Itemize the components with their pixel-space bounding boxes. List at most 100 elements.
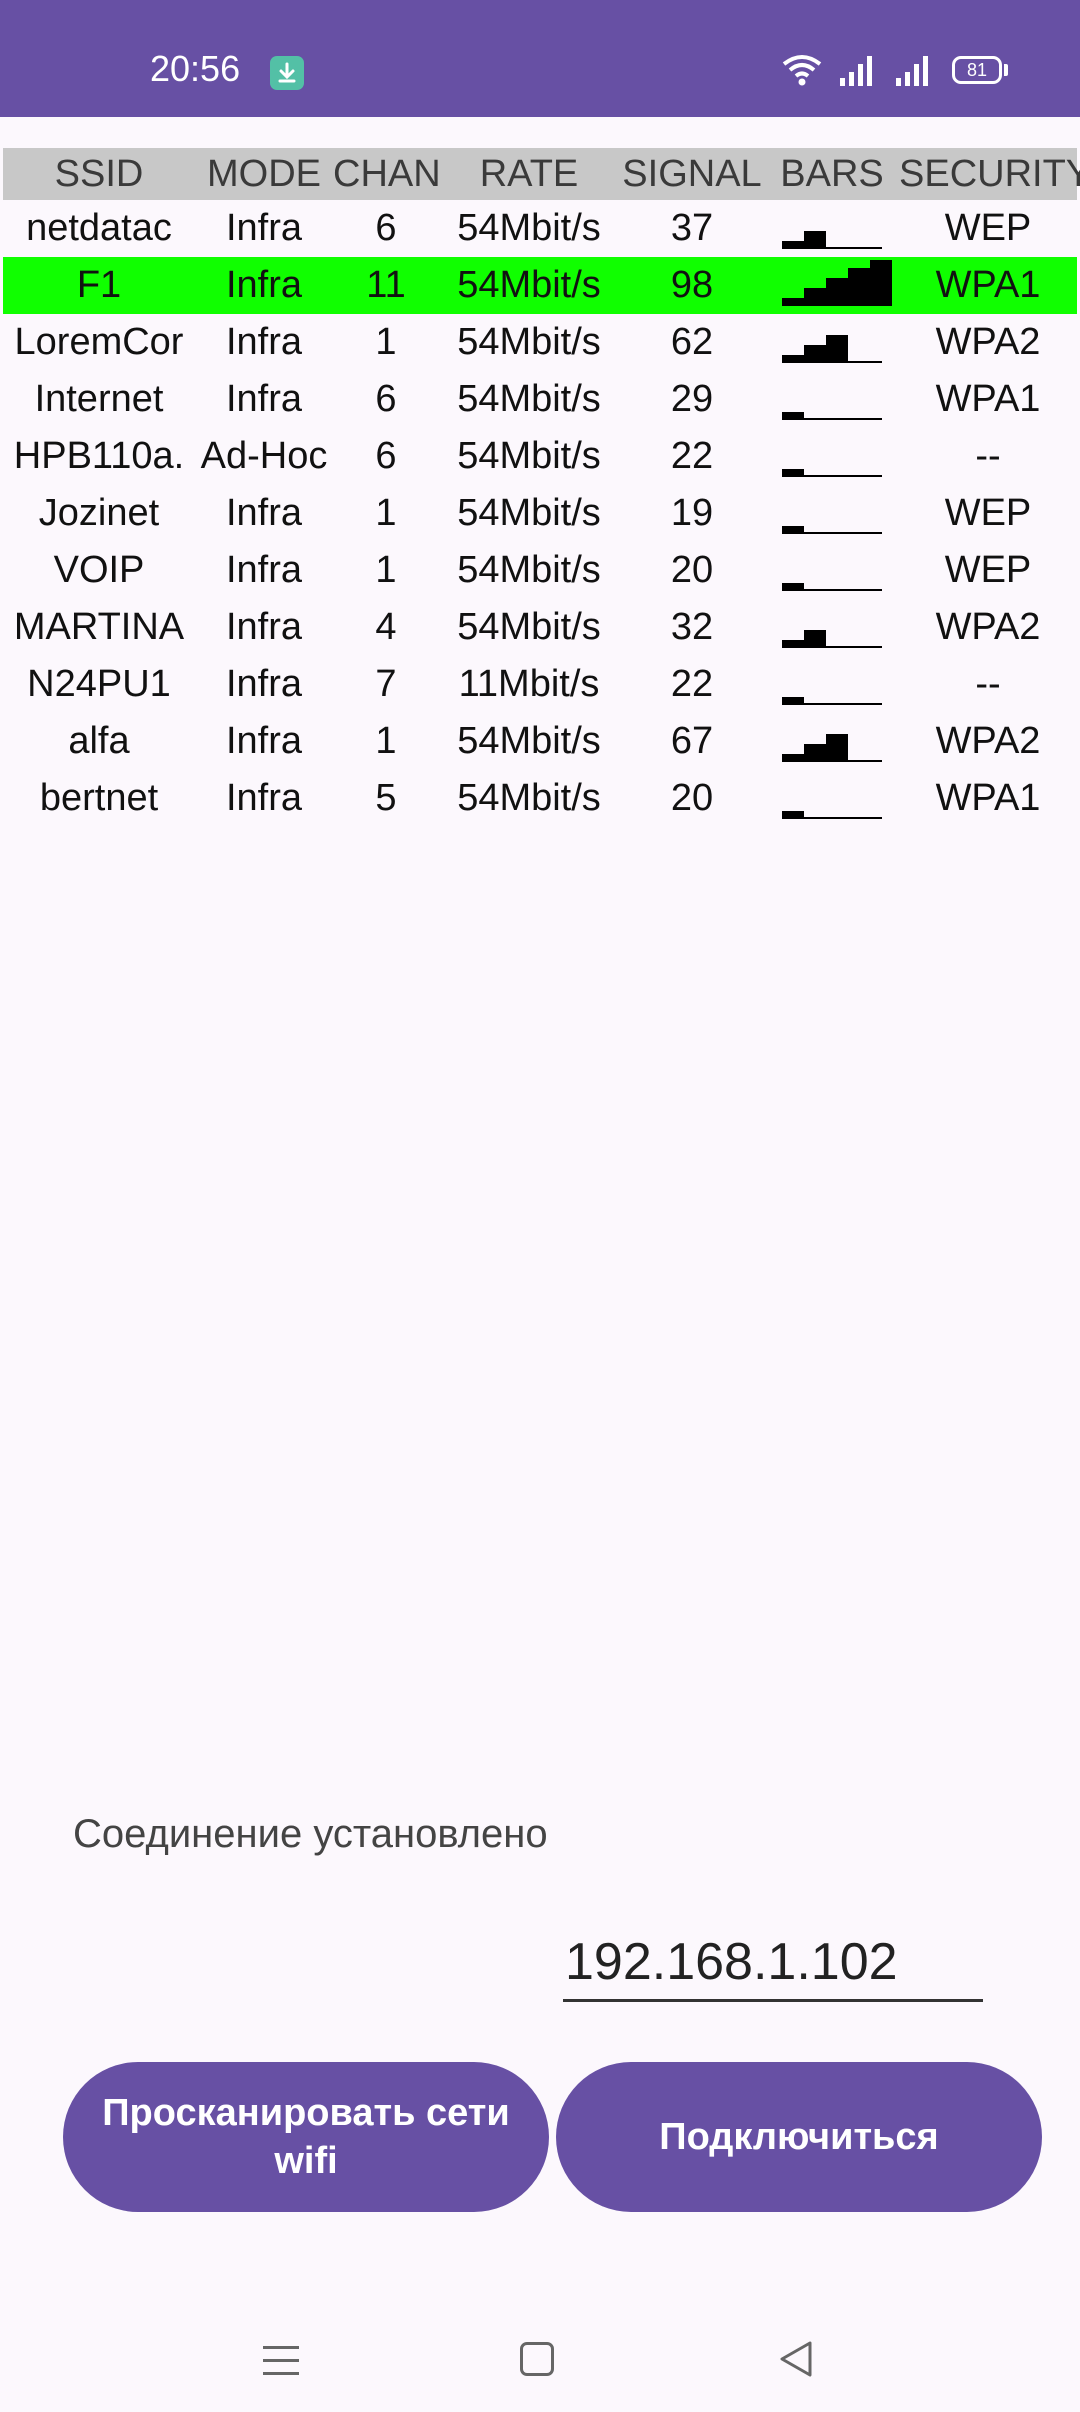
column-header-rate[interactable]: RATE bbox=[479, 152, 579, 195]
network-row[interactable]: LoremCor Infra 1 54Mbit/s 62 WPA2 bbox=[3, 314, 1077, 371]
column-header-chan[interactable]: CHAN bbox=[333, 152, 441, 195]
scan-wifi-button[interactable]: Просканировать сети wifi bbox=[63, 2062, 549, 2212]
cell-signal: 98 bbox=[670, 264, 714, 306]
wifi-icon bbox=[780, 52, 824, 93]
signal-bar bbox=[782, 753, 804, 762]
cell-bars bbox=[765, 257, 899, 314]
cell-ssid: alfa bbox=[68, 720, 130, 762]
network-row[interactable]: F1 Infra 11 54Mbit/s 98 WPA1 bbox=[3, 257, 1077, 314]
cell-ssid: MARTINA bbox=[13, 606, 185, 648]
network-row[interactable]: VOIP Infra 1 54Mbit/s 20 WEP bbox=[3, 542, 1077, 599]
back-icon[interactable] bbox=[778, 2340, 814, 2383]
column-header-ssid[interactable]: SSID bbox=[54, 152, 144, 195]
cell-mode: Ad-Hoc bbox=[200, 435, 328, 477]
network-row[interactable]: alfa Infra 1 54Mbit/s 67 WPA2 bbox=[3, 713, 1077, 770]
cell-mode: Infra bbox=[225, 549, 303, 591]
signal-bar bbox=[804, 344, 826, 363]
cell-security: WEP bbox=[944, 492, 1032, 534]
cell-signal: 19 bbox=[670, 492, 714, 534]
cell-signal: 32 bbox=[670, 606, 714, 648]
cell-ssid: N24PU1 bbox=[27, 663, 171, 705]
signal-bars-graphic bbox=[782, 468, 882, 477]
signal-bars-graphic bbox=[782, 525, 882, 534]
cell-signal: 29 bbox=[670, 378, 714, 420]
signal-bars-graphic bbox=[782, 696, 882, 705]
signal-bars-graphic bbox=[782, 334, 882, 363]
status-bar: 20:56 81 bbox=[0, 0, 1080, 117]
cell-bars bbox=[765, 314, 899, 371]
signal-bars-graphic bbox=[782, 733, 882, 762]
signal-bar bbox=[782, 411, 804, 420]
cell-security: WEP bbox=[944, 549, 1032, 591]
signal-bars-graphic bbox=[782, 259, 892, 306]
network-row[interactable]: N24PU1 Infra 7 11Mbit/s 22 -- bbox=[3, 656, 1077, 713]
cell-bars bbox=[765, 428, 899, 485]
cell-mode: Infra bbox=[225, 492, 303, 534]
signal-bar bbox=[804, 743, 826, 762]
battery-tip bbox=[1004, 64, 1008, 76]
cell-security: WPA2 bbox=[935, 606, 1041, 648]
cell-rate: 54Mbit/s bbox=[457, 720, 601, 762]
cell-rate: 54Mbit/s bbox=[457, 777, 601, 819]
network-row[interactable]: Jozinet Infra 1 54Mbit/s 19 WEP bbox=[3, 485, 1077, 542]
column-header-mode[interactable]: MODE bbox=[207, 152, 321, 195]
cell-ssid: netdatac bbox=[26, 207, 172, 249]
signal-bars-graphic bbox=[782, 582, 882, 591]
signal-bars-graphic bbox=[782, 411, 882, 420]
signal-bar bbox=[826, 733, 848, 762]
cell-mode: Infra bbox=[225, 606, 303, 648]
signal-bar bbox=[804, 629, 826, 648]
cell-bars bbox=[765, 713, 899, 770]
menu-icon[interactable] bbox=[262, 2344, 300, 2383]
download-icon bbox=[270, 56, 304, 90]
cell-channel: 6 bbox=[375, 435, 397, 477]
network-row[interactable]: bertnet Infra 5 54Mbit/s 20 WPA1 bbox=[3, 770, 1077, 827]
cell-channel: 1 bbox=[375, 321, 397, 363]
cell-security: WPA1 bbox=[935, 378, 1041, 420]
cell-security: WEP bbox=[944, 207, 1032, 249]
column-header-security[interactable]: SECURITY bbox=[899, 152, 1080, 195]
cell-security: WPA1 bbox=[935, 264, 1041, 306]
signal-bars-graphic bbox=[782, 810, 882, 819]
cell-bars bbox=[765, 599, 899, 656]
connection-status-text: Соединение установлено bbox=[73, 1812, 548, 1856]
cell-mode: Infra bbox=[225, 378, 303, 420]
cell-security: WPA2 bbox=[935, 321, 1041, 363]
cell-rate: 11Mbit/s bbox=[458, 663, 600, 705]
table-header-row: SSID MODE CHAN RATE SIGNAL BARS SECURITY bbox=[3, 148, 1080, 200]
battery-icon: 81 bbox=[952, 56, 1002, 84]
cell-rate: 54Mbit/s bbox=[457, 321, 601, 363]
cell-signal: 20 bbox=[670, 777, 714, 819]
signal-bars-graphic bbox=[782, 230, 882, 249]
signal-bar bbox=[782, 468, 804, 477]
connect-button[interactable]: Подключиться bbox=[556, 2062, 1042, 2212]
cell-bars bbox=[765, 542, 899, 599]
cell-rate: 54Mbit/s bbox=[457, 435, 601, 477]
cell-rate: 54Mbit/s bbox=[457, 264, 601, 306]
cell-signal: 22 bbox=[670, 663, 714, 705]
signal-icon bbox=[838, 54, 878, 93]
column-header-signal[interactable]: SIGNAL bbox=[622, 152, 762, 195]
cell-channel: 1 bbox=[375, 492, 397, 534]
cell-mode: Infra bbox=[225, 777, 303, 819]
network-row[interactable]: MARTINA Infra 4 54Mbit/s 32 WPA2 bbox=[3, 599, 1077, 656]
signal-bar bbox=[782, 297, 804, 306]
column-header-bars[interactable]: BARS bbox=[780, 152, 884, 195]
ip-address-input[interactable] bbox=[563, 1930, 983, 2002]
cell-channel: 5 bbox=[375, 777, 397, 819]
cell-signal: 22 bbox=[670, 435, 714, 477]
signal-bar bbox=[782, 525, 804, 534]
cell-rate: 54Mbit/s bbox=[457, 549, 601, 591]
cell-ssid: LoremCor bbox=[14, 321, 184, 363]
network-row[interactable]: Internet Infra 6 54Mbit/s 29 WPA1 bbox=[3, 371, 1077, 428]
cell-channel: 6 bbox=[375, 207, 397, 249]
cell-bars bbox=[765, 770, 899, 827]
signal-bar bbox=[826, 334, 848, 363]
signal-bar bbox=[826, 277, 848, 306]
signal-bar bbox=[782, 354, 804, 363]
signal-icon bbox=[894, 54, 934, 93]
home-icon[interactable] bbox=[520, 2342, 554, 2376]
signal-bar bbox=[782, 582, 804, 591]
network-row[interactable]: HPB110a. Ad-Hoc 6 54Mbit/s 22 -- bbox=[3, 428, 1077, 485]
network-row[interactable]: netdatac Infra 6 54Mbit/s 37 WEP bbox=[3, 200, 1077, 257]
